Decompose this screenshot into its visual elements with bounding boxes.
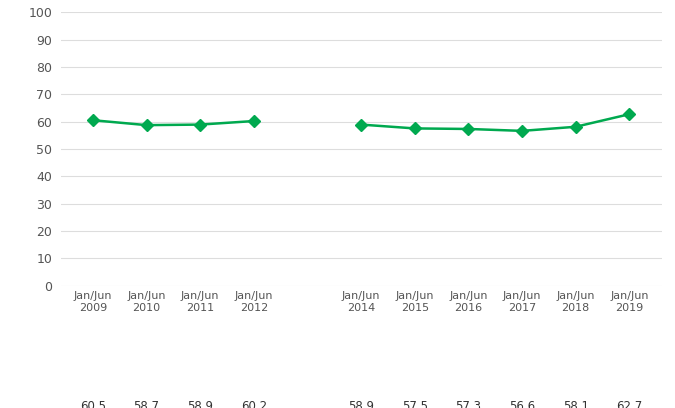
Text: 60.5: 60.5 [80,400,106,408]
Text: 58.1: 58.1 [563,400,589,408]
Text: 58.7: 58.7 [134,400,159,408]
Text: 58.9: 58.9 [348,400,374,408]
Text: 57.3: 57.3 [456,400,481,408]
Legend: Provincial: Provincial [24,406,117,408]
Text: 57.5: 57.5 [402,400,428,408]
Text: 56.6: 56.6 [509,400,535,408]
Text: 60.2: 60.2 [241,400,267,408]
Text: 62.7: 62.7 [616,400,643,408]
Text: 58.9: 58.9 [187,400,213,408]
